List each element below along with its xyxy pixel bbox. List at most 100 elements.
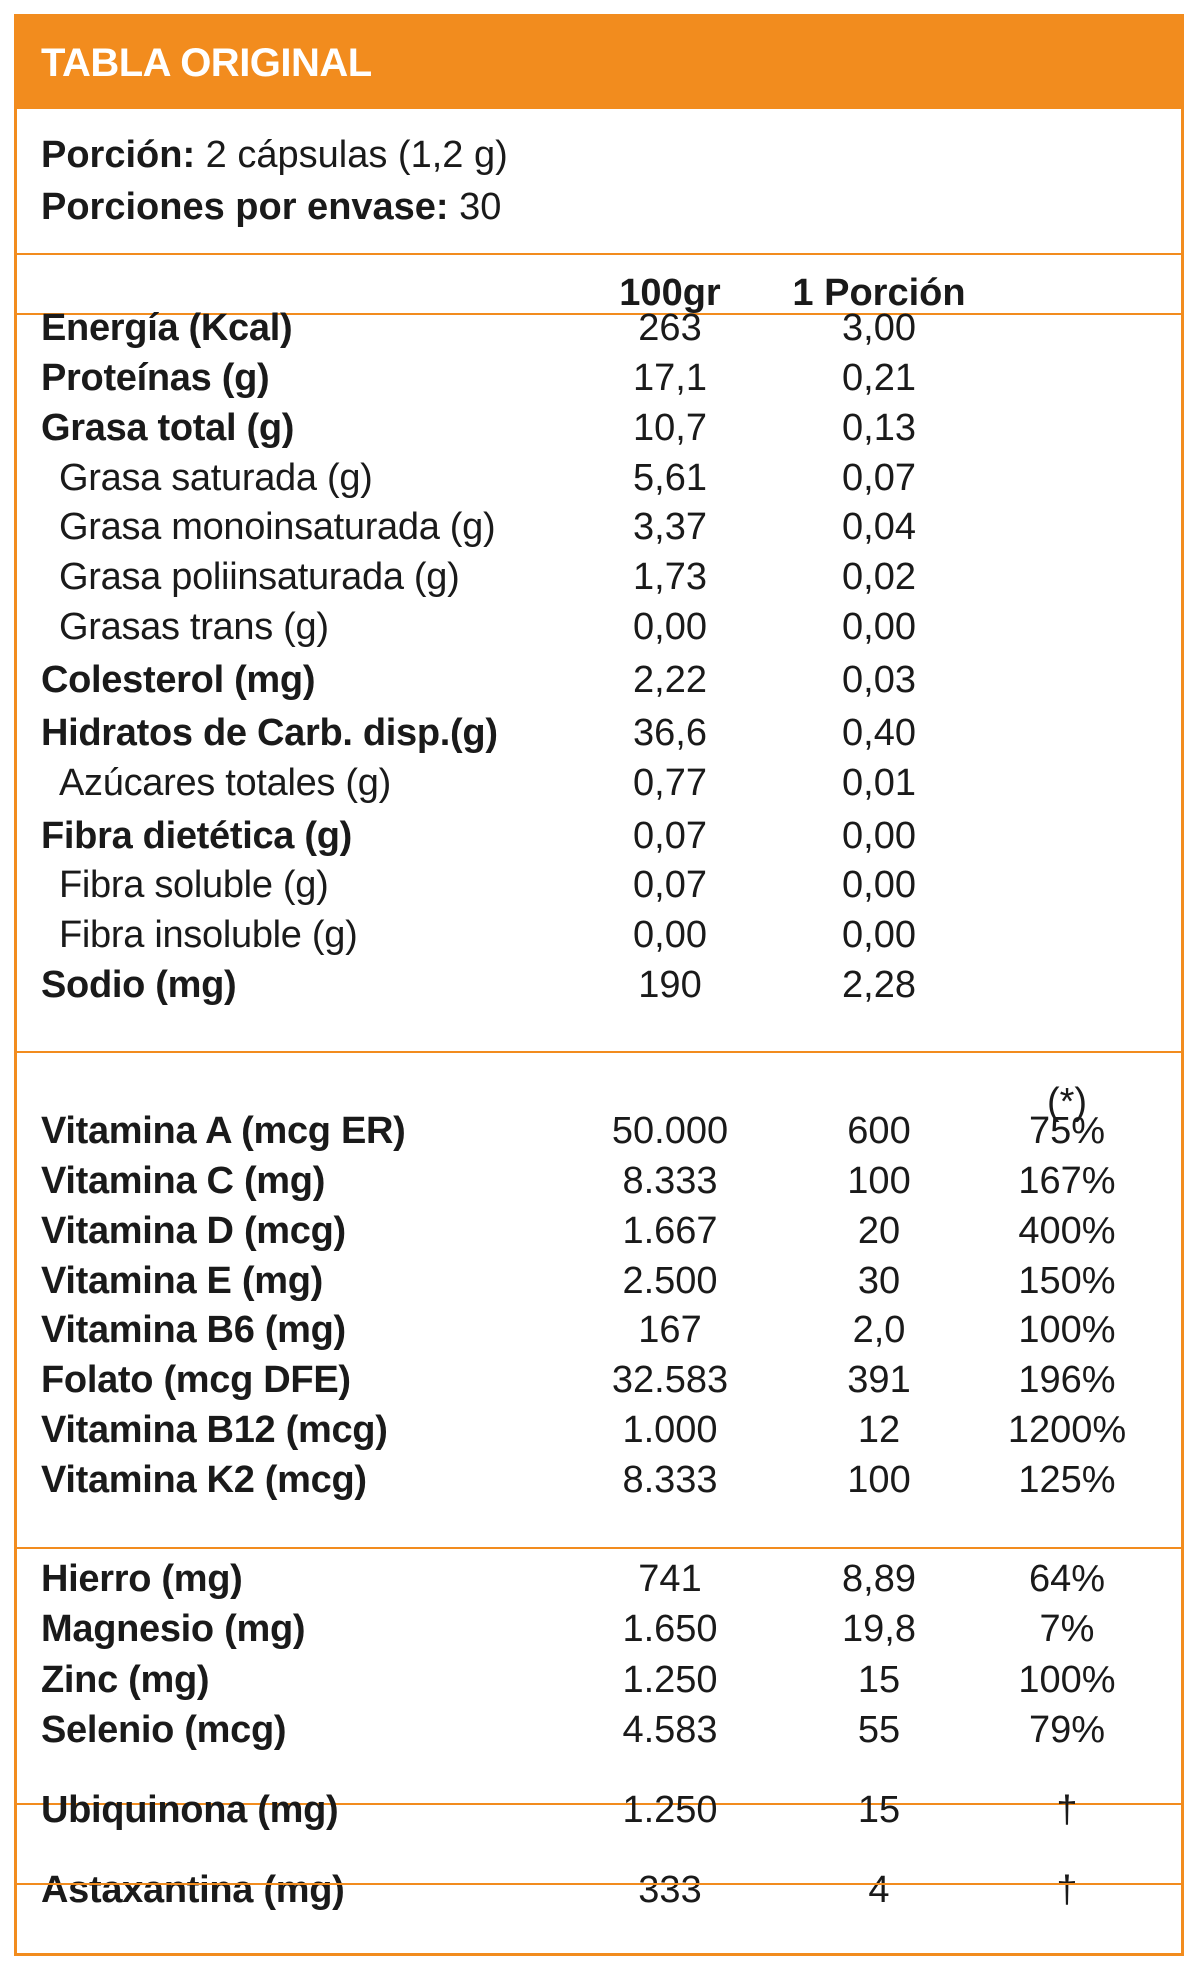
value-100gr: 0,07 [633,815,707,857]
value-portion: 19,8 [842,1608,916,1650]
nutrient-name: Fibra soluble (g) [59,864,329,906]
portion-value: 2 cápsulas (1,2 g) [195,134,508,176]
value-portion: 3,00 [842,307,916,349]
value-100gr: 10,7 [633,407,707,449]
value-daily-percent: 150% [1018,1260,1116,1302]
nutrient-name: Azúcares totales (g) [59,762,391,804]
table-row: Vitamina K2 (mcg) 8.333 100 125% [17,1456,1181,1505]
value-portion: 0,00 [842,914,916,956]
nutrient-name: Fibra dietética (g) [41,815,353,857]
value-100gr: 190 [638,964,702,1006]
nutrient-name: Vitamina D (mcg) [41,1210,346,1252]
asterisk-footnote-marker: (*) [1046,1081,1088,1123]
nutrient-name: Grasa saturada (g) [59,457,373,499]
value-portion: 15 [857,1789,901,1831]
divider [17,1803,1181,1805]
value-100gr: 4.583 [622,1709,718,1751]
value-portion: 2,0 [852,1309,906,1351]
table-row: Fibra insoluble (g) 0,00 0,00 [17,911,1181,960]
value-portion: 0,07 [842,457,916,499]
divider [17,1051,1181,1053]
table-row: Grasa saturada (g) 5,61 0,07 [17,454,1181,503]
table-row: Vitamina A (mcg ER) 50.000 600 75% [17,1107,1181,1156]
value-100gr: 263 [638,307,702,349]
value-portion: 100 [847,1459,911,1501]
value-100gr: 1.250 [622,1789,718,1831]
nutrient-name: Grasas trans (g) [59,606,329,648]
nutrient-name: Proteínas (g) [41,357,270,399]
nutrient-name: Vitamina C (mg) [41,1160,326,1202]
value-100gr: 5,61 [633,457,707,499]
value-portion: 0,00 [842,815,916,857]
value-100gr: 36,6 [633,712,707,754]
value-100gr: 0,77 [633,762,707,804]
value-portion: 4 [868,1869,890,1911]
nutrient-name: Colesterol (mg) [41,659,316,701]
value-portion: 30 [857,1260,901,1302]
table-row: Astaxantina (mg) 333 4 † [17,1866,1181,1915]
table-row: Vitamina E (mg) 2.500 30 150% [17,1257,1181,1306]
value-portion: 600 [847,1110,911,1152]
nutrient-name: Fibra insoluble (g) [59,914,358,956]
value-daily-percent: 7% [1039,1608,1095,1650]
value-portion: 0,40 [842,712,916,754]
value-portion: 0,01 [842,762,916,804]
divider [17,1547,1181,1549]
nutrient-name: Vitamina E (mg) [41,1260,323,1302]
nutrient-name: Grasa poliinsaturada (g) [59,556,460,598]
value-portion: 0,04 [842,506,916,548]
value-100gr: 741 [638,1558,702,1600]
value-100gr: 1,73 [633,556,707,598]
table-row: Grasas trans (g) 0,00 0,00 [17,603,1181,652]
table-title: TABLA ORIGINAL [41,41,372,85]
value-portion: 0,13 [842,407,916,449]
table-row: Grasa total (g) 10,7 0,13 [17,404,1181,453]
value-portion: 391 [847,1359,911,1401]
value-daily-percent: † [1056,1789,1078,1831]
table-row: Grasa monoinsaturada (g) 3,37 0,04 [17,503,1181,552]
table-row: Vitamina D (mcg) 1.667 20 400% [17,1207,1181,1256]
portion-line: Porción: 2 cápsulas (1,2 g) [41,129,508,181]
value-100gr: 1.667 [622,1210,718,1252]
divider [17,313,1181,315]
value-portion: 15 [857,1659,901,1701]
nutrient-name: Folato (mcg DFE) [41,1359,351,1401]
table-row: Ubiquinona (mg) 1.250 15 † [17,1786,1181,1835]
value-daily-percent: 1200% [1007,1409,1127,1451]
table-row: Fibra soluble (g) 0,07 0,00 [17,861,1181,910]
value-daily-percent: 75% [1028,1110,1106,1152]
serving-info: Porción: 2 cápsulas (1,2 g) Porciones po… [41,129,508,233]
servings-label: Porciones por envase: [41,186,449,228]
nutrient-name: Energía (Kcal) [41,307,293,349]
value-daily-percent: 125% [1018,1459,1116,1501]
value-portion: 0,21 [842,357,916,399]
value-portion: 12 [857,1409,901,1451]
servings-line: Porciones por envase: 30 [41,181,508,233]
value-100gr: 0,07 [633,864,707,906]
nutrient-name: Vitamina B6 (mg) [41,1309,346,1351]
value-portion: 100 [847,1160,911,1202]
value-daily-percent: † [1056,1869,1078,1911]
value-portion: 0,00 [842,606,916,648]
table-row: Sodio (mg) 190 2,28 [17,961,1181,1010]
nutrient-name: Vitamina K2 (mcg) [41,1459,367,1501]
nutrient-name: Hidratos de Carb. disp.(g) [41,712,498,754]
value-100gr: 50.000 [611,1110,729,1152]
table-row: Folato (mcg DFE) 32.583 391 196% [17,1356,1181,1405]
nutrient-name: Selenio (mcg) [41,1709,287,1751]
value-daily-percent: 167% [1018,1160,1116,1202]
divider [17,253,1181,255]
value-100gr: 3,37 [633,506,707,548]
divider [17,1883,1181,1885]
nutrient-name: Hierro (mg) [41,1558,243,1600]
table-row: Selenio (mcg) 4.583 55 79% [17,1706,1181,1755]
table-row: Azúcares totales (g) 0,77 0,01 [17,759,1181,808]
value-daily-percent: 100% [1018,1309,1116,1351]
nutrient-name: Zinc (mg) [41,1659,210,1701]
value-100gr: 8.333 [622,1160,718,1202]
value-100gr: 1.000 [622,1409,718,1451]
value-100gr: 32.583 [611,1359,729,1401]
value-100gr: 167 [638,1309,702,1351]
table-row: Energía (Kcal) 263 3,00 [17,304,1181,353]
table-row: Vitamina B6 (mg) 167 2,0 100% [17,1306,1181,1355]
